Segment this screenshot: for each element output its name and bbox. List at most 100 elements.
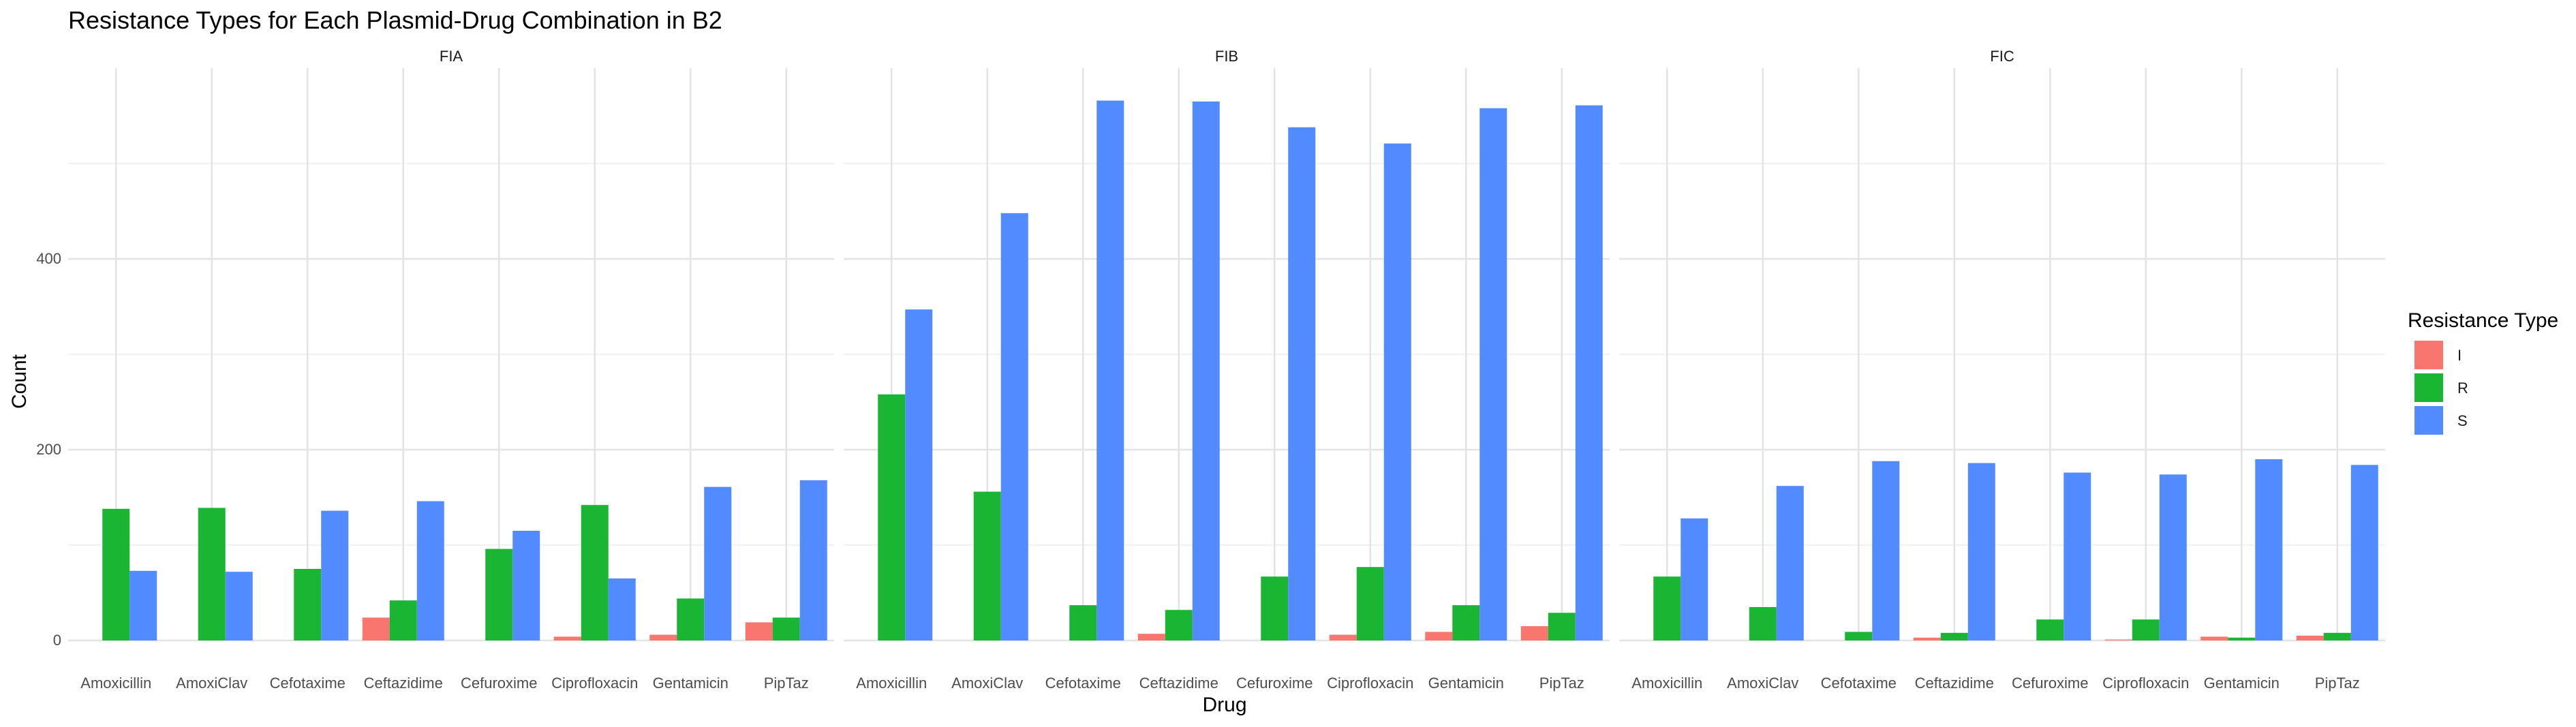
bar-fia-piptaz-i bbox=[745, 622, 773, 640]
bar-fib-piptaz-s bbox=[1575, 105, 1603, 641]
bar-fic-piptaz-i bbox=[2296, 636, 2324, 640]
bar-fib-gentamicin-s bbox=[1479, 108, 1507, 641]
bar-fib-amoxicillin-r bbox=[878, 394, 906, 640]
bar-fia-cefotaxime-r bbox=[294, 569, 322, 640]
legend-label-s: S bbox=[2457, 412, 2468, 429]
bar-fia-amoxicillin-s bbox=[129, 570, 157, 640]
x-tick-label: Ciprofloxacin bbox=[551, 675, 638, 692]
bar-fib-amoxicillin-s bbox=[905, 309, 933, 640]
bar-fic-gentamicin-r bbox=[2228, 637, 2256, 640]
x-tick-label: Gentamicin bbox=[653, 675, 729, 692]
bar-fic-piptaz-r bbox=[2323, 632, 2351, 640]
bar-fic-piptaz-s bbox=[2350, 465, 2378, 640]
x-tick-label: PipTaz bbox=[2315, 675, 2360, 692]
bar-fib-gentamicin-i bbox=[1425, 632, 1453, 640]
legend-swatch-i bbox=[2414, 341, 2443, 369]
bar-fia-ceftazidime-i bbox=[362, 617, 390, 640]
x-tick-label: PipTaz bbox=[1539, 675, 1584, 692]
x-tick-label: Cefuroxime bbox=[2012, 675, 2088, 692]
bar-fib-ciprofloxacin-i bbox=[1329, 634, 1357, 640]
bar-fib-ceftazidime-r bbox=[1165, 610, 1193, 640]
bar-fic-amoxiclav-s bbox=[1776, 486, 1804, 640]
facet-panel-fia: FIA Amoxicillin AmoxiClav Cefotaxime Ceftazi… bbox=[68, 48, 834, 692]
bar-fic-amoxiclav-r bbox=[1749, 607, 1777, 640]
bar-fib-amoxiclav-r bbox=[973, 491, 1001, 640]
legend: Resistance Type IRS bbox=[2408, 309, 2558, 435]
bar-fia-ciprofloxacin-i bbox=[553, 636, 581, 640]
bar-fic-ciprofloxacin-s bbox=[2159, 474, 2187, 640]
bar-fib-gentamicin-r bbox=[1452, 605, 1480, 640]
x-tick-label: Ciprofloxacin bbox=[2102, 675, 2189, 692]
x-tick-label: Cefotaxime bbox=[1045, 675, 1121, 692]
x-axis-title: Drug bbox=[1202, 694, 1246, 716]
bar-fia-amoxicillin-r bbox=[102, 508, 130, 640]
bar-fia-cefuroxime-r bbox=[485, 548, 513, 640]
legend-label-r: R bbox=[2457, 380, 2468, 397]
legend-title: Resistance Type bbox=[2408, 309, 2558, 332]
bar-fic-ciprofloxacin-r bbox=[2132, 619, 2160, 640]
y-tick-label: 400 bbox=[36, 250, 61, 267]
facet-panel-fib: FIB Amoxicillin AmoxiClav Cefotaxime Ceftazi… bbox=[844, 48, 1610, 692]
y-tick-label: 0 bbox=[53, 632, 61, 649]
bar-fic-cefotaxime-s bbox=[1872, 461, 1900, 640]
bar-fic-ceftazidime-r bbox=[1940, 632, 1968, 640]
bar-fib-cefuroxime-r bbox=[1261, 576, 1289, 640]
bar-fib-ciprofloxacin-r bbox=[1356, 567, 1384, 640]
bar-fia-gentamicin-i bbox=[649, 634, 677, 640]
bar-fia-ceftazidime-s bbox=[416, 501, 444, 640]
y-axis-title: Count bbox=[8, 354, 31, 409]
x-tick-label: AmoxiClav bbox=[951, 675, 1023, 692]
plot-layer: 0 200 400 FIA Amoxicillin AmoxiClav Cefotaxime… bbox=[36, 48, 2385, 692]
x-tick-label: Amoxicillin bbox=[856, 675, 927, 692]
x-tick-label: Cefotaxime bbox=[1821, 675, 1897, 692]
bar-fic-amoxicillin-s bbox=[1681, 518, 1708, 640]
bar-fib-piptaz-i bbox=[1520, 626, 1548, 640]
bar-fic-amoxicillin-r bbox=[1653, 576, 1681, 640]
bar-fib-ciprofloxacin-s bbox=[1383, 143, 1411, 641]
bar-fia-ceftazidime-r bbox=[389, 600, 417, 640]
bar-fia-gentamicin-r bbox=[677, 598, 705, 640]
x-tick-label: Cefuroxime bbox=[461, 675, 537, 692]
x-tick-label: Ciprofloxacin bbox=[1327, 675, 1413, 692]
bar-fib-amoxiclav-s bbox=[1000, 213, 1028, 640]
bar-fic-cefuroxime-s bbox=[2064, 472, 2091, 640]
bar-fia-ciprofloxacin-r bbox=[581, 505, 609, 640]
bar-fib-ceftazidime-i bbox=[1137, 634, 1165, 640]
bar-fia-cefuroxime-s bbox=[512, 531, 540, 640]
bar-fic-cefotaxime-r bbox=[1845, 632, 1873, 640]
x-tick-label: Cefuroxime bbox=[1236, 675, 1313, 692]
legend-swatch-s bbox=[2414, 406, 2443, 435]
bar-fic-cefuroxime-r bbox=[2036, 619, 2064, 640]
x-tick-label: AmoxiClav bbox=[176, 675, 247, 692]
bar-fia-piptaz-s bbox=[799, 480, 827, 640]
x-tick-label: PipTaz bbox=[764, 675, 809, 692]
bar-fia-amoxiclav-s bbox=[225, 572, 253, 640]
bar-fic-gentamicin-i bbox=[2201, 636, 2228, 640]
x-tick-label: Amoxicillin bbox=[80, 675, 151, 692]
x-tick-label: Ceftazidime bbox=[364, 675, 443, 692]
bar-fia-amoxiclav-r bbox=[198, 508, 226, 640]
bar-fic-gentamicin-s bbox=[2255, 459, 2283, 640]
x-tick-label: Ceftazidime bbox=[1915, 675, 1994, 692]
bar-fib-cefuroxime-s bbox=[1288, 127, 1316, 641]
y-tick-label: 200 bbox=[36, 441, 61, 458]
legend-label-i: I bbox=[2457, 347, 2462, 364]
facet-label-fic: FIC bbox=[1990, 48, 2014, 65]
x-tick-label: Ceftazidime bbox=[1139, 675, 1218, 692]
legend-swatch-r bbox=[2414, 373, 2443, 402]
facet-label-fib: FIB bbox=[1215, 48, 1238, 65]
bar-fia-piptaz-r bbox=[772, 617, 800, 640]
bar-fib-piptaz-r bbox=[1548, 613, 1576, 640]
bar-fia-ciprofloxacin-s bbox=[608, 578, 636, 640]
bar-fic-ceftazidime-i bbox=[1913, 637, 1941, 640]
x-tick-label: Gentamicin bbox=[1428, 675, 1504, 692]
bar-fib-cefotaxime-s bbox=[1097, 100, 1124, 641]
x-tick-label: AmoxiClav bbox=[1727, 675, 1798, 692]
facet-panel-fic: FIC Amoxicillin AmoxiClav Cefotaxime Ceftazi… bbox=[1619, 48, 2385, 692]
bar-fia-cefotaxime-s bbox=[321, 510, 349, 640]
x-tick-label: Amoxicillin bbox=[1631, 675, 1702, 692]
chart-title: Resistance Types for Each Plasmid-Drug C… bbox=[68, 6, 722, 34]
bar-fib-cefotaxime-r bbox=[1069, 605, 1097, 640]
